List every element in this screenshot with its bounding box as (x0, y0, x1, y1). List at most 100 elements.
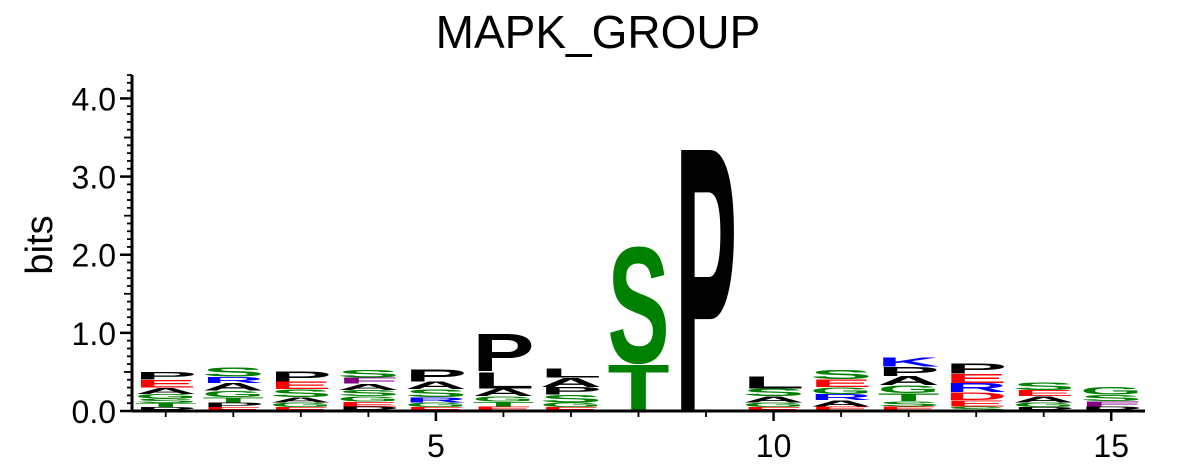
logo-letter: P (202, 401, 264, 408)
logo-letter: L (743, 373, 805, 392)
logo-letter: G (743, 401, 805, 408)
letter-stacks: PTSGAEPEPTGARSEGASEPPEGSAFSEGRSAPETGALPE… (135, 68, 1143, 471)
logo-letter: S (337, 368, 399, 380)
logo-letter: E (810, 377, 872, 389)
logo-letter: E (270, 380, 332, 392)
logo-letter: P (1013, 406, 1075, 412)
logo-letter: G (337, 395, 399, 403)
logo-letter: E (202, 406, 264, 412)
logo-letter: S (405, 387, 467, 399)
logo-letter: E (540, 406, 602, 412)
logo-letter: P (135, 406, 197, 412)
logo-letter: T (472, 401, 534, 408)
letter-stack: P (675, 68, 737, 471)
y-tick-label: 4.0 (72, 81, 116, 117)
logo-letter: G (540, 401, 602, 408)
logo-letter: S (810, 368, 872, 382)
chart-title: MAPK_GROUP (436, 6, 761, 58)
logo-letter: G (202, 389, 264, 399)
logo-letter: G (472, 395, 534, 403)
logo-letter: E (945, 371, 1007, 385)
logo-letter: G (878, 383, 940, 395)
logo-letter: A (337, 382, 399, 392)
logo-letter: P (135, 370, 197, 382)
y-axis-label: bits (19, 215, 61, 274)
logo-letter: S (540, 393, 602, 405)
logo-letter: A (202, 381, 264, 393)
logo-letter: E (742, 406, 804, 412)
y-tick-label: 3.0 (72, 160, 116, 196)
logo-letter: A (1013, 395, 1075, 405)
logo-letter: S (202, 365, 264, 379)
logo-letter: E (135, 378, 197, 390)
y-tick-label: 0.0 (72, 394, 116, 430)
x-tick-label: 5 (427, 428, 445, 464)
logo-letter: S (135, 397, 197, 404)
logo-letter: P (675, 68, 737, 471)
logo-letter: P (270, 368, 332, 385)
logo-letter: A (810, 399, 872, 409)
logo-letter: R (945, 381, 1007, 395)
logo-letter: E (1013, 389, 1075, 399)
logo-letter: E (810, 405, 872, 412)
logo-letter: P (945, 360, 1007, 377)
y-tick-label: 1.0 (72, 316, 116, 352)
logo-letter: F (337, 376, 399, 386)
logo-letter: P (1080, 405, 1142, 412)
logo-letter: E (878, 405, 940, 412)
logo-letter: G (270, 401, 332, 408)
axes: 0.0 1.0 2.0 3.0 4.0 5 10 15 (72, 74, 1145, 464)
x-tick-label: 10 (756, 428, 792, 464)
logo-letter: E (405, 406, 467, 412)
logo-letter: S (270, 387, 332, 399)
logo-letter: S (1080, 393, 1142, 403)
logo-letter: T (202, 396, 264, 404)
logo-letter: S (878, 400, 940, 408)
logo-letter: A (405, 379, 467, 391)
logo-letter: S (945, 405, 1007, 412)
logo-letter: T (135, 402, 197, 408)
logo-letter: K (878, 355, 940, 369)
logo-letter: A (472, 386, 534, 398)
logo-letter: G (1013, 401, 1075, 408)
logo-letter: G (135, 393, 197, 400)
logo-letter: S (607, 212, 669, 398)
logo-letter: G (405, 401, 467, 408)
logo-letter: S (337, 389, 399, 399)
logo-letter: R (810, 392, 872, 402)
logo-letter: R (202, 375, 264, 385)
logo-letter: G (1080, 385, 1142, 397)
logo-letter: T (878, 391, 940, 403)
logo-letter: F (1080, 400, 1142, 408)
logo-letter: D (945, 390, 1007, 402)
x-tick-label: 15 (1093, 428, 1129, 464)
logo-letter: E (472, 405, 534, 412)
logo-letter: P (472, 323, 534, 383)
logo-letter: P (337, 405, 399, 412)
logo-letter: A (742, 395, 804, 405)
logo-letter: S (1013, 380, 1075, 392)
logo-letter: L (472, 367, 534, 394)
logo-letter: P (540, 385, 602, 397)
logo-letter: A (878, 374, 940, 388)
logo-letter: A (540, 375, 602, 389)
logo-letter: A (270, 396, 332, 404)
logo-letter: P (405, 366, 467, 385)
logo-letter: S (742, 387, 804, 399)
logo-letter: L (540, 366, 602, 380)
y-tick-label: 2.0 (72, 238, 116, 274)
logo-letter: E (337, 400, 399, 407)
